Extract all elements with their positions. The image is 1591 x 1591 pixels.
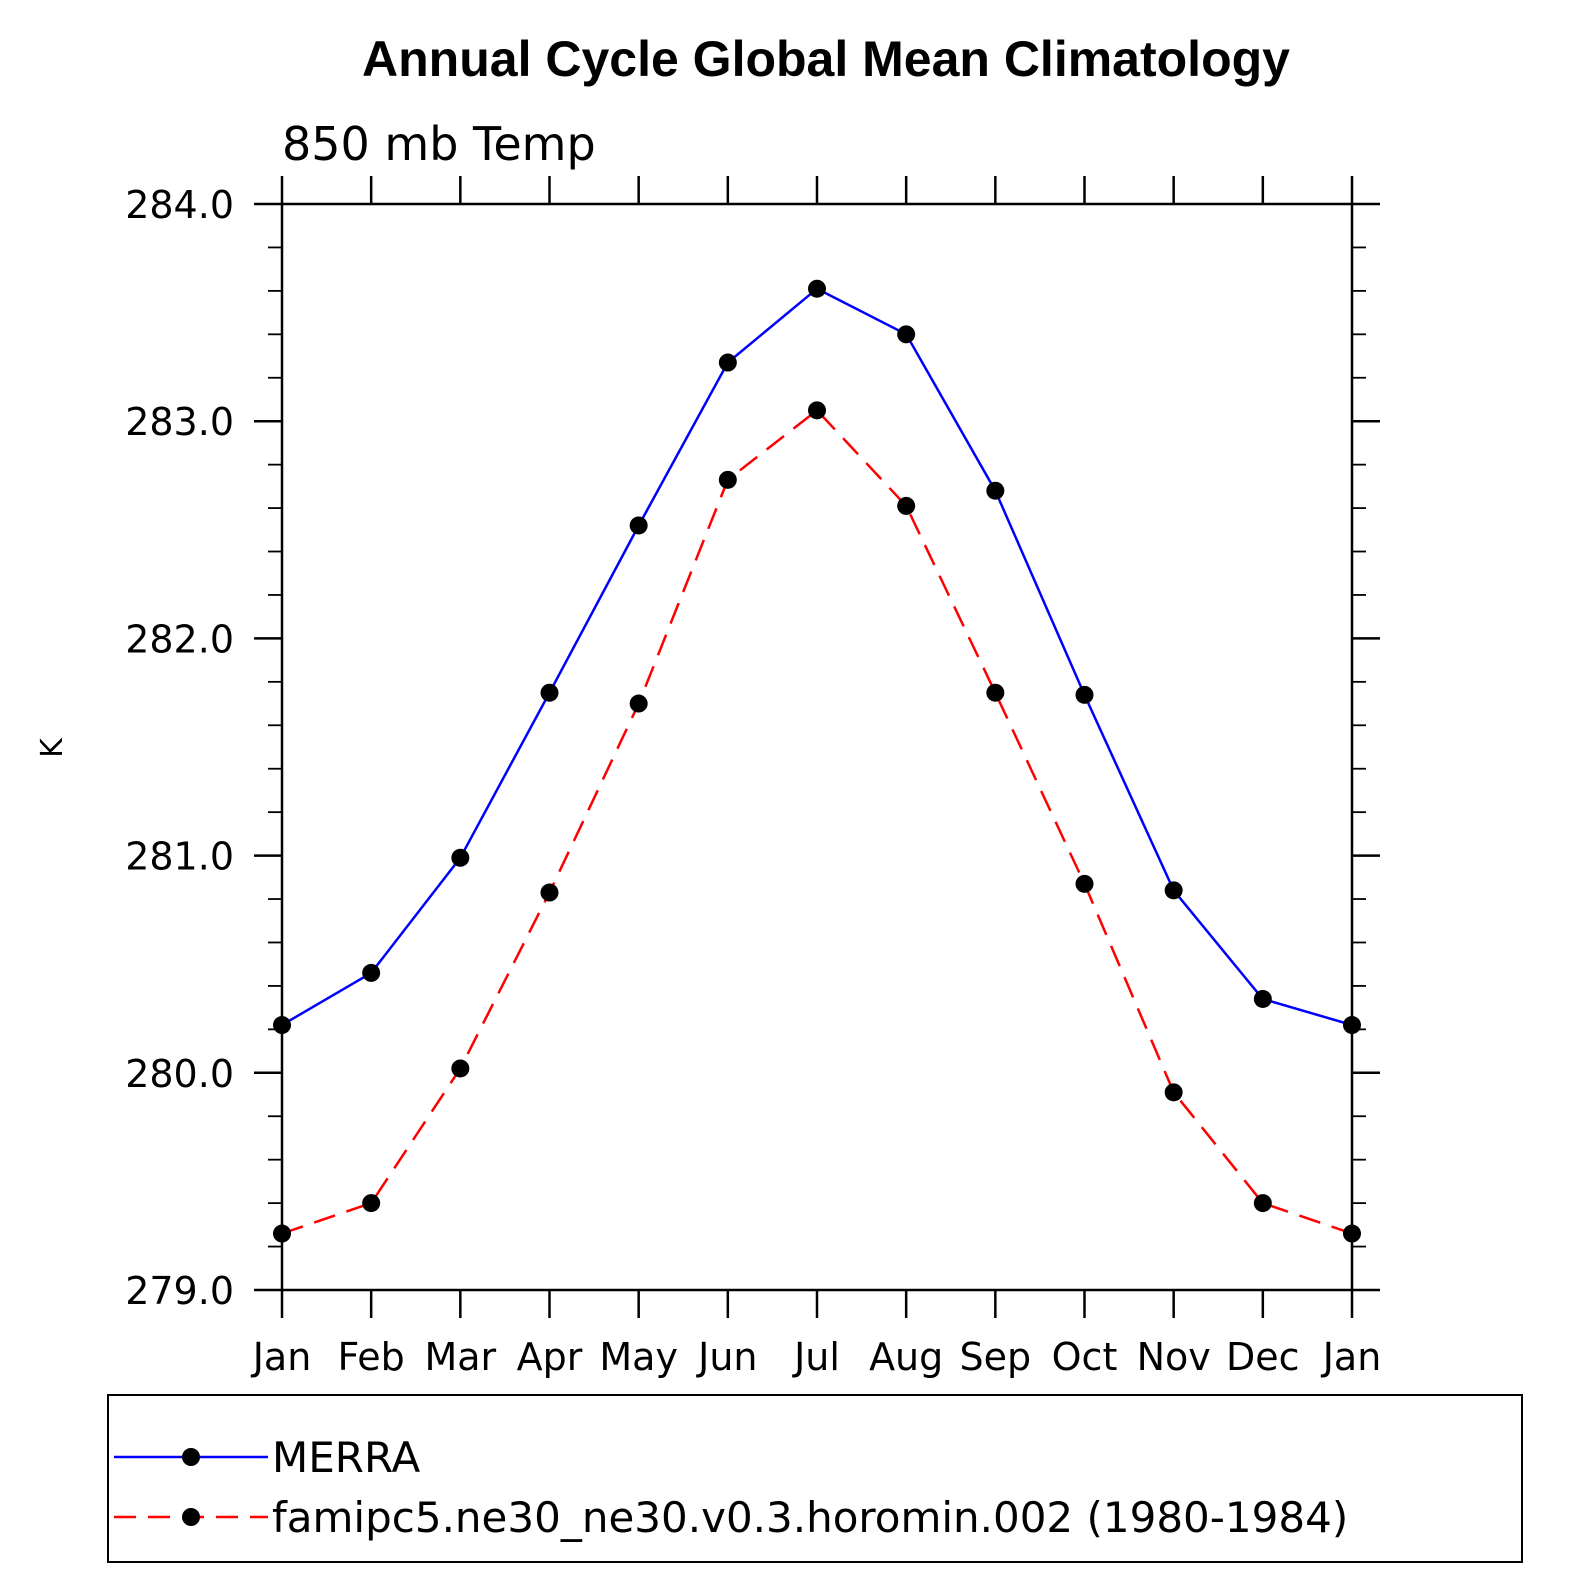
legend-entries: MERRA famipc5.ne30_ne30.v0.3.horomin.002 … (114, 1433, 1348, 1542)
legend: MERRA famipc5.ne30_ne30.v0.3.horomin.002 … (107, 1394, 1523, 1563)
y-tick-label: 280.0 (125, 1052, 234, 1096)
x-tick-label: Feb (338, 1335, 405, 1379)
y-tick-label: 282.0 (125, 617, 234, 661)
series-1-point (718, 353, 737, 372)
series-1-point (808, 279, 826, 298)
series-1-point (1164, 881, 1183, 900)
legend-marker-1 (182, 1448, 200, 1466)
chart-subtitle: 850 mb Temp (282, 117, 596, 171)
x-tick-label: Aug (869, 1335, 943, 1379)
y-axis-label: K (35, 737, 70, 758)
series-1-point (897, 325, 916, 344)
series-2-point (1164, 1083, 1183, 1102)
x-tick-label: May (599, 1335, 678, 1379)
y-axis-ticks: 279.0 280.0 281.0 282.0 283.0 284.0 (125, 183, 1380, 1313)
series-1-point (1253, 989, 1272, 1008)
legend-label-2: famipc5.ne30_ne30.v0.3.horomin.002 (1980… (272, 1493, 1348, 1542)
chart-title: Annual Cycle Global Mean Climatology (362, 31, 1290, 87)
y-tick-label: 284.0 (125, 183, 234, 227)
series-2-point (451, 1059, 470, 1078)
series-2-point (629, 694, 648, 713)
x-tick-label: Jul (792, 1335, 840, 1379)
x-tick-label: Oct (1052, 1335, 1118, 1379)
series-1-point (986, 481, 1005, 500)
series-1-point (273, 1016, 291, 1035)
x-tick-label: Jan (251, 1335, 312, 1379)
series-2-point (540, 883, 559, 902)
series-1-point (1343, 1016, 1361, 1035)
series-1-point (362, 963, 381, 982)
plot-frame (280, 202, 1354, 1292)
series-line-1 (281, 287, 1353, 1027)
series-2-point (1343, 1224, 1361, 1243)
series-2-point (808, 401, 826, 420)
x-tick-label: Apr (517, 1335, 583, 1379)
series-layer (273, 279, 1361, 1243)
series-2-point (1253, 1194, 1272, 1213)
legend-label-1: MERRA (272, 1433, 420, 1482)
series-line-2 (281, 408, 1353, 1235)
y-tick-label: 283.0 (125, 400, 234, 444)
series-2-point (718, 470, 737, 489)
series-1-point (629, 516, 648, 535)
x-tick-label: Jun (696, 1335, 757, 1379)
series-1-point (451, 848, 470, 867)
x-tick-label: Jan (1321, 1335, 1382, 1379)
series-2-point (897, 496, 916, 515)
x-tick-label: Nov (1137, 1335, 1211, 1379)
series-2-point (273, 1224, 291, 1243)
x-tick-label: Mar (424, 1335, 496, 1379)
series-2-point (362, 1194, 381, 1213)
x-axis-ticks: Jan Feb Mar Apr May Jun Jul Aug Sep Oct Nov Dec Jan (251, 176, 1382, 1379)
series-2-point (1075, 874, 1094, 893)
y-tick-label: 281.0 (125, 835, 234, 879)
legend-box (107, 1394, 1523, 1563)
series-1-point (1075, 685, 1094, 704)
series-2-point (986, 683, 1005, 702)
legend-marker-2 (182, 1508, 200, 1526)
x-tick-label: Dec (1226, 1335, 1300, 1379)
plot-border (280, 202, 1354, 1292)
y-tick-label: 279.0 (125, 1269, 234, 1313)
series-1-point (540, 683, 559, 702)
x-tick-label: Sep (960, 1335, 1032, 1379)
